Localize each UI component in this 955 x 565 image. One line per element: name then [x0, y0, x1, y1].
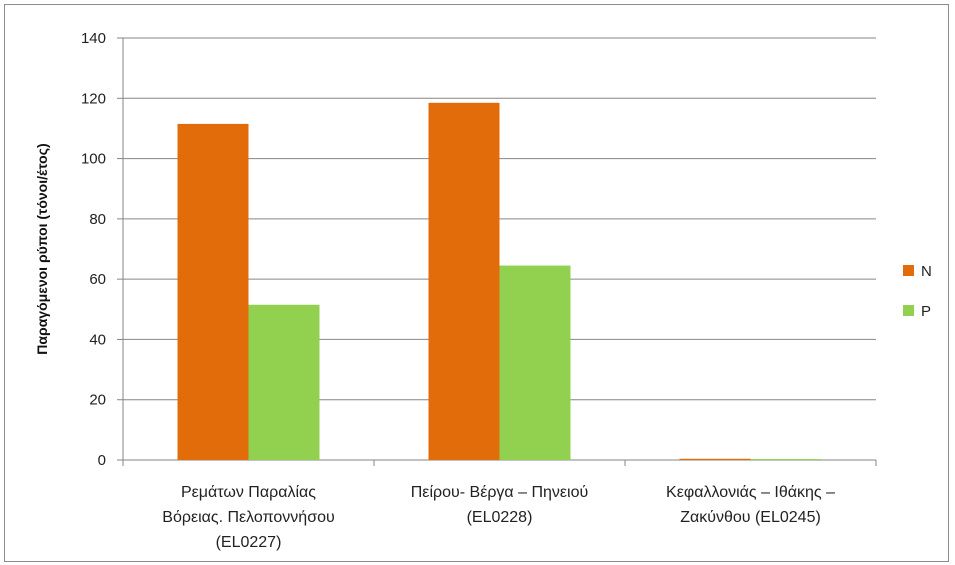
- legend-swatch-n: [903, 265, 914, 276]
- y-tick-label: 100: [81, 151, 106, 168]
- x-tick-label: Πείρου- Βέργα – Πηνειού: [411, 484, 589, 501]
- bar-n-2: [428, 102, 500, 461]
- y-tick-label: 120: [81, 90, 106, 107]
- x-tick-label: Βόρειας. Πελοποννήσου: [162, 509, 334, 526]
- y-tick-label: 40: [89, 331, 106, 348]
- y-tick-label: 20: [89, 392, 106, 409]
- legend-label-n: N: [921, 263, 932, 280]
- legend-label-p: P: [921, 303, 931, 320]
- bar-n-3: [679, 458, 751, 460]
- y-tick-label: 140: [81, 30, 106, 47]
- bar-n-1: [177, 123, 249, 461]
- y-tick-label: 0: [98, 452, 106, 469]
- x-tick-label: (EL0228): [467, 509, 533, 526]
- bar-p-3: [750, 459, 822, 460]
- bar-p-1: [248, 304, 320, 460]
- legend-swatch-p: [903, 305, 914, 316]
- x-tick-label: (EL0227): [216, 534, 282, 551]
- y-tick-label: 80: [89, 211, 106, 228]
- y-axis-title: Παραγόμενοι ρύποι (τόνοι/έτος): [34, 143, 50, 354]
- x-tick-label: Κεφαλλονιάς – Ιθάκης –: [666, 484, 835, 501]
- x-tick-label: Ρεμάτων Παραλίας: [181, 484, 316, 501]
- x-tick-label: Ζακύνθου (EL0245): [680, 509, 821, 526]
- bar-p-2: [499, 265, 571, 460]
- y-tick-label: 60: [89, 271, 106, 288]
